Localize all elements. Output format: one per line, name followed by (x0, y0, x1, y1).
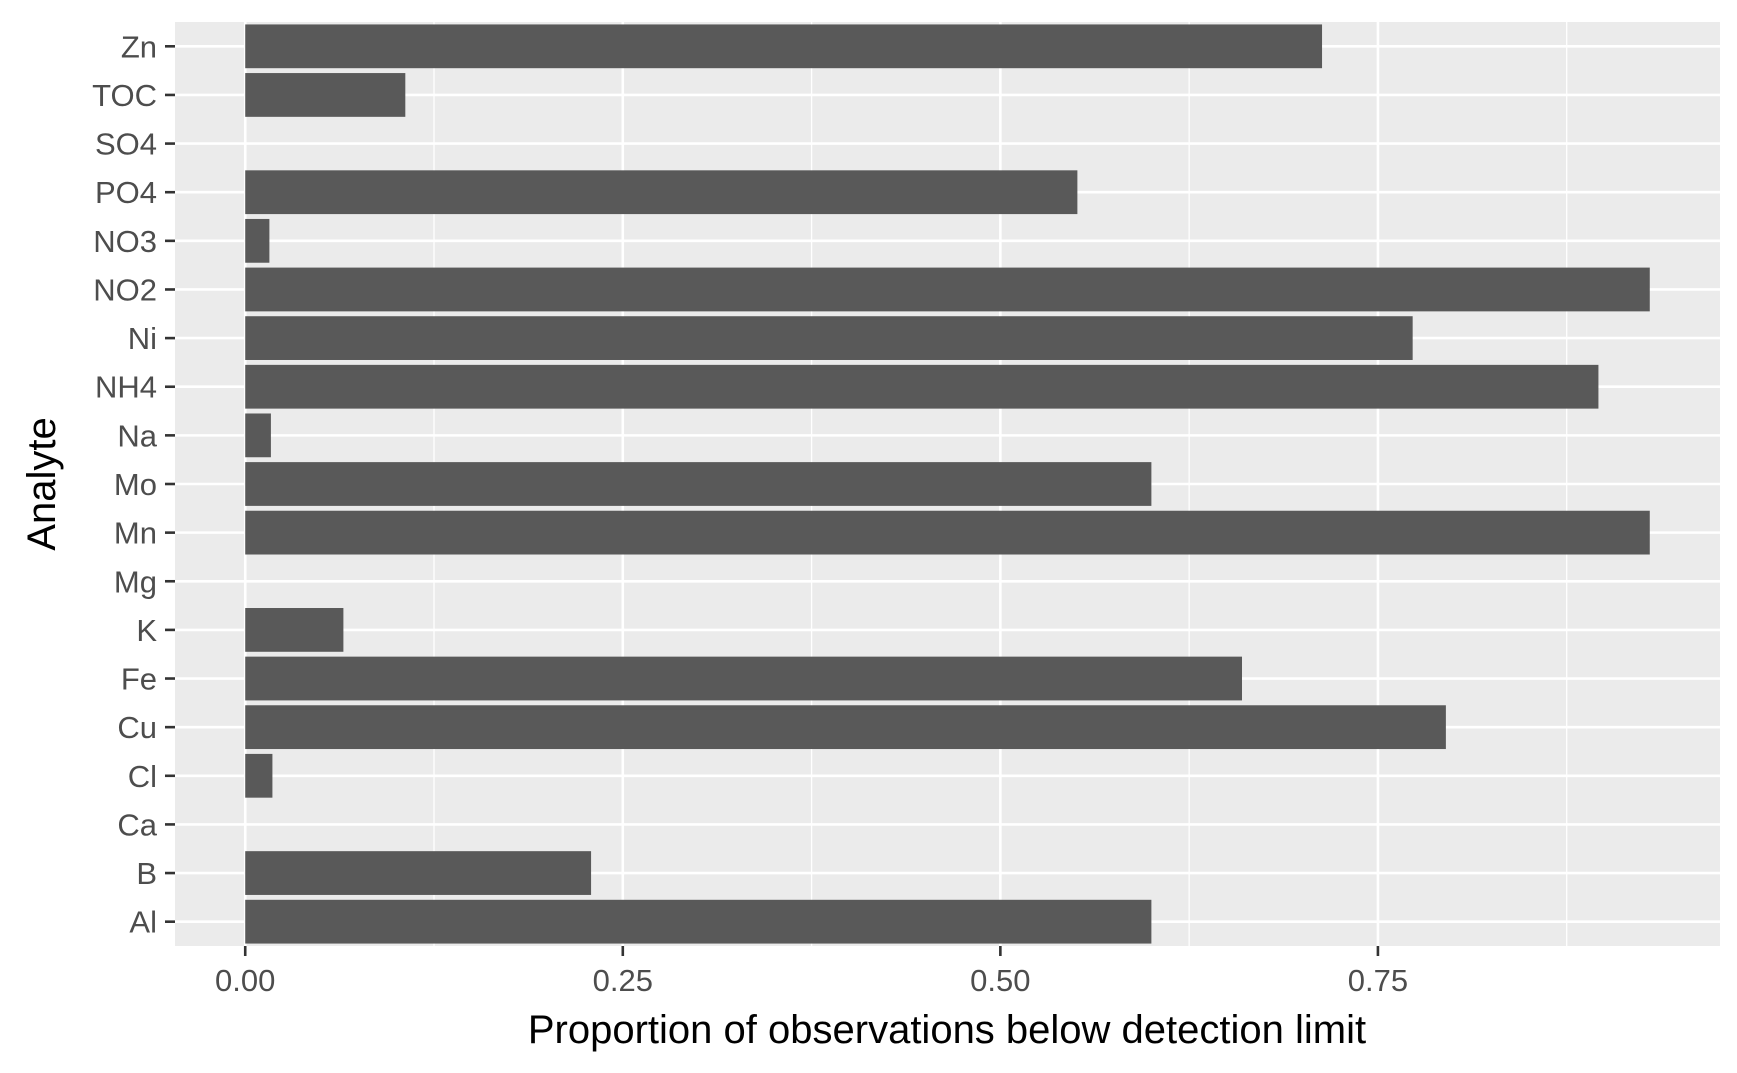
bar-no2 (245, 267, 1650, 312)
y-tick-label: Fe (121, 662, 157, 697)
bar-cu (245, 705, 1446, 750)
bar-mn (245, 510, 1650, 555)
y-tick-label: Cu (117, 710, 157, 745)
bar-b (245, 851, 592, 895)
bar-toc (245, 73, 406, 117)
y-tick-label: TOC (92, 78, 157, 113)
bar-al (245, 899, 1152, 944)
bar-no3 (245, 218, 270, 263)
y-tick-label: B (136, 856, 157, 891)
bar-mo (245, 462, 1152, 506)
bar-ni (245, 316, 1413, 360)
x-tick-label: 0.75 (1348, 963, 1408, 998)
y-tick-label: K (136, 613, 157, 648)
bar-na (245, 413, 271, 458)
bar-zn (245, 24, 1323, 69)
y-tick-label: NH4 (95, 370, 157, 405)
y-tick-label: Al (129, 905, 157, 940)
y-tick-label: Mg (114, 564, 157, 599)
y-tick-label: SO4 (95, 127, 157, 162)
bar-po4 (245, 170, 1078, 215)
x-tick-label: 0.00 (215, 963, 275, 998)
y-tick-label: Cl (128, 759, 157, 794)
bar-k (245, 608, 344, 652)
y-axis-title: Analyte (20, 417, 64, 550)
x-axis: 0.00 0.25 0.50 0.75 (215, 946, 1408, 998)
bars (245, 24, 1650, 944)
x-tick-label: 0.25 (593, 963, 653, 998)
y-axis: Al B Ca Cl Cu Fe K Mg Mn Mo Na NH4 Ni NO2 NO3 PO4 SO4 TOC… (92, 29, 175, 940)
y-tick-label: Zn (121, 29, 157, 64)
y-tick-label: Ca (117, 807, 157, 842)
y-tick-label: Na (117, 418, 157, 453)
y-tick-label: PO4 (95, 175, 157, 210)
x-tick-label: 0.50 (970, 963, 1030, 998)
y-tick-label: Mo (114, 467, 157, 502)
x-axis-title: Proportion of observations below detecti… (528, 1008, 1366, 1052)
bar-fe (245, 656, 1243, 701)
bar-cl (245, 753, 273, 798)
y-tick-label: NO3 (93, 224, 157, 259)
y-tick-label: Mn (114, 516, 157, 551)
y-tick-label: Ni (128, 321, 157, 356)
bar-nh4 (245, 364, 1599, 409)
y-tick-label: NO2 (93, 272, 157, 307)
